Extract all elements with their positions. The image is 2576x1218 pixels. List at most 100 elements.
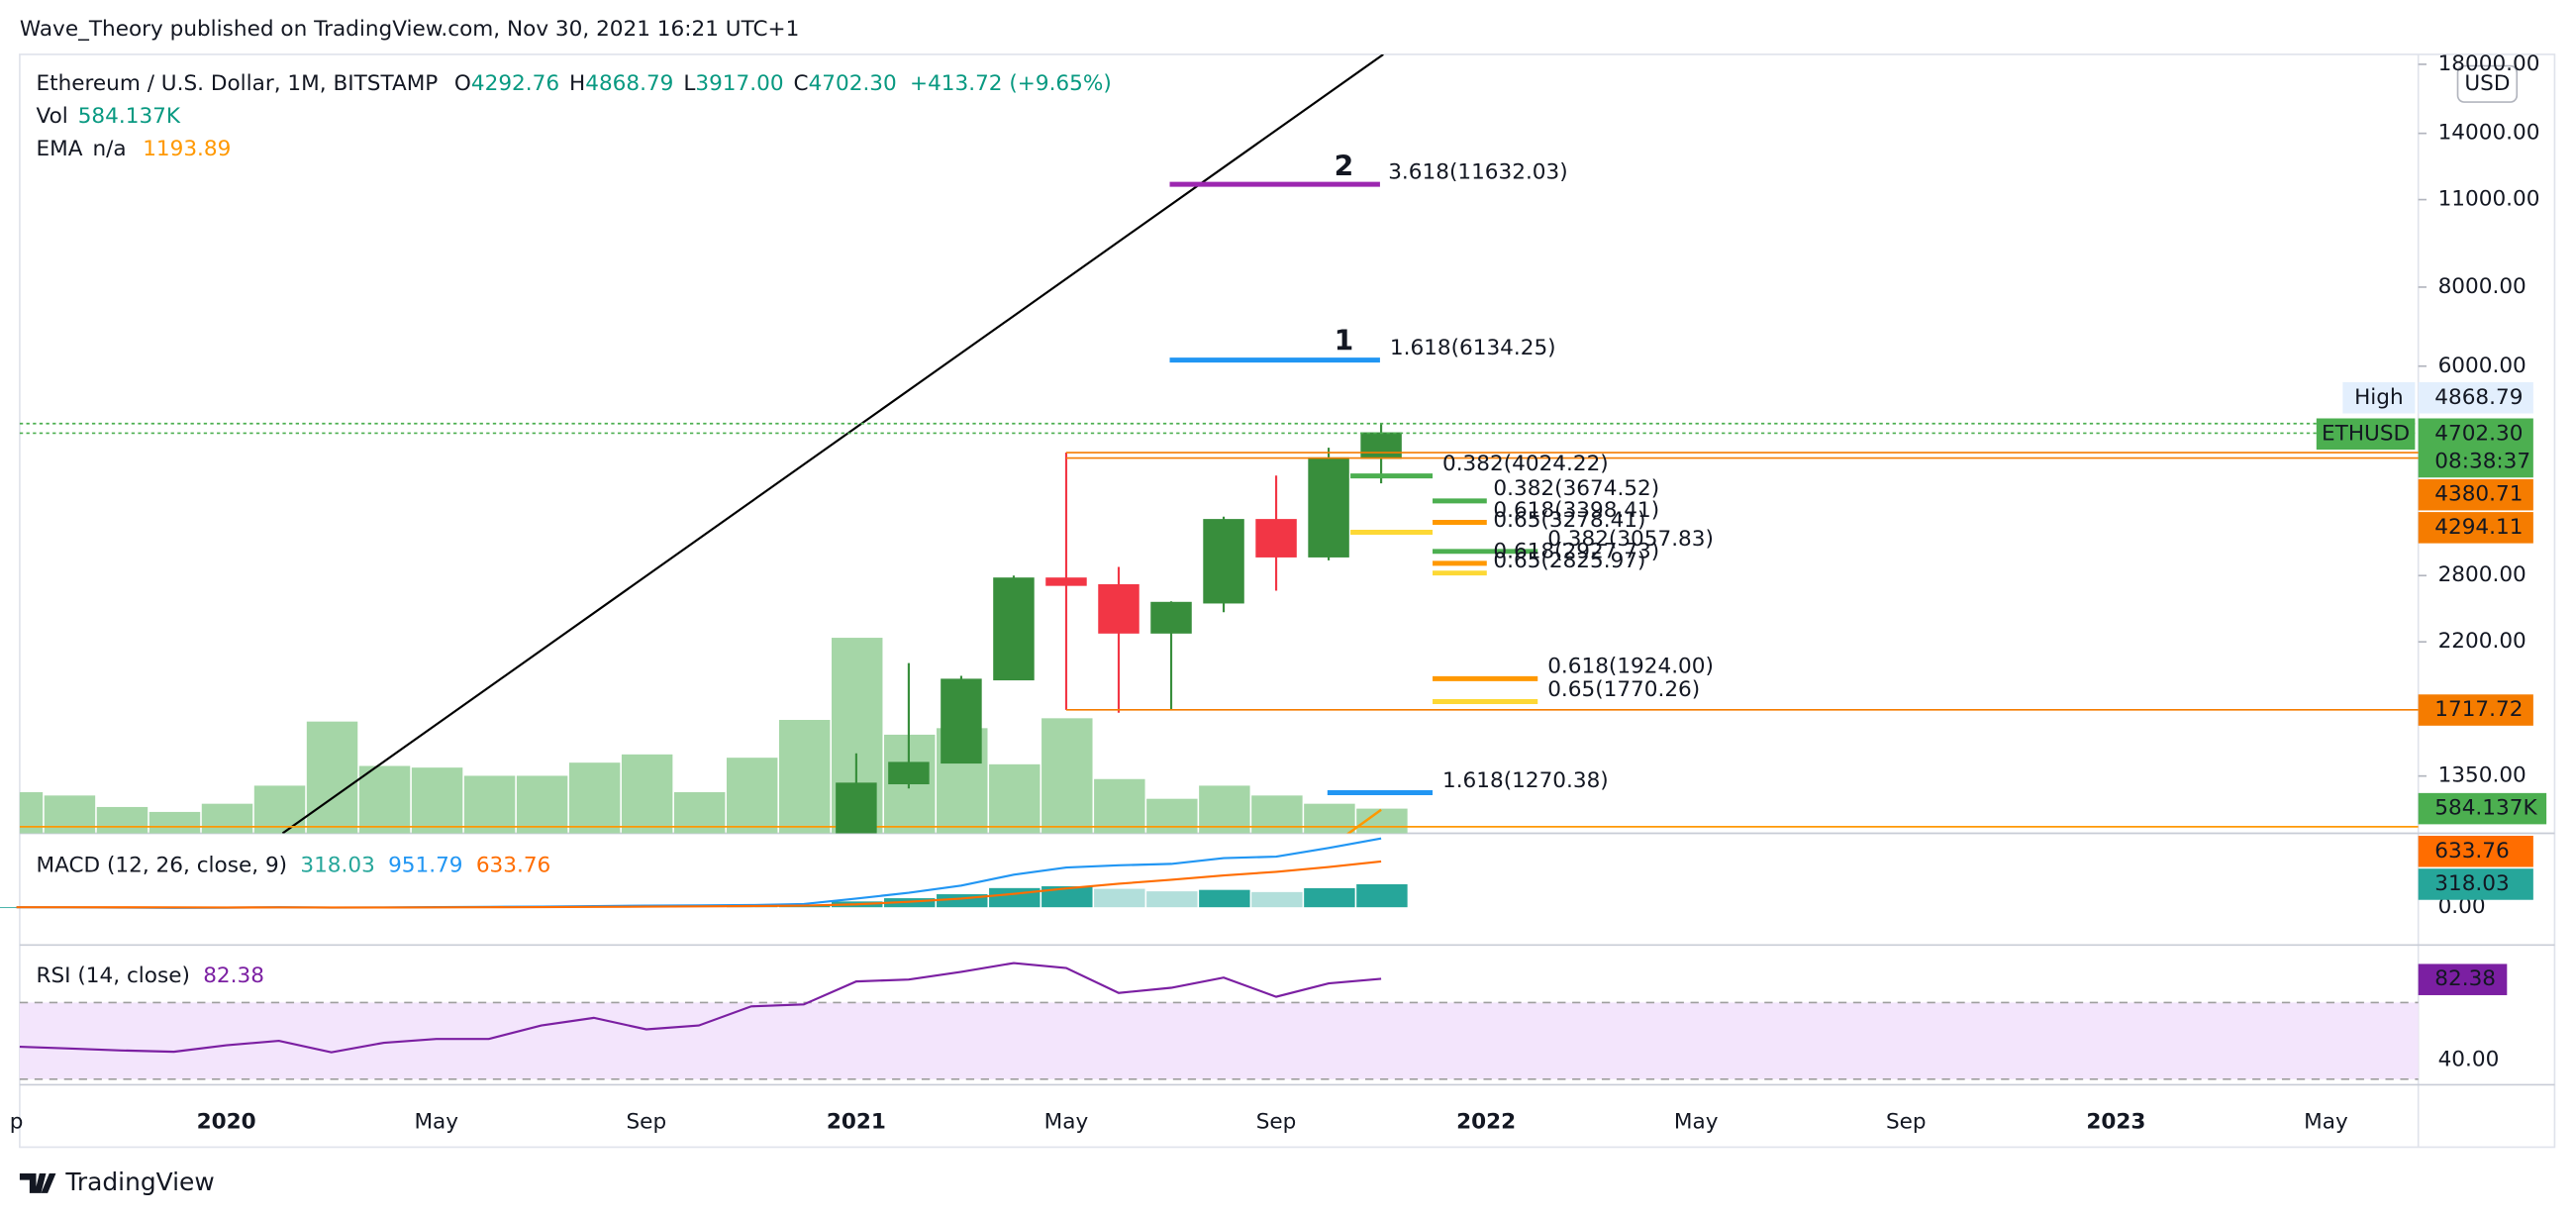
ema-length: n/a: [92, 137, 126, 161]
volume-box-label: 584.137K: [2434, 796, 2537, 821]
volume-bar: [96, 806, 149, 834]
x-tick-label: Sep: [627, 1110, 667, 1135]
macd-value: 318.03: [300, 854, 374, 878]
volume-bar: [1094, 778, 1145, 834]
rsi-title: RSI (14, close): [37, 964, 190, 988]
rsi-line: [19, 962, 1382, 1054]
fib-label: 3.618(11632.03): [1388, 159, 1567, 184]
fib-label: 0.65(3278.41): [1493, 508, 1645, 533]
price-box: [2418, 512, 2533, 544]
price-box: [2418, 381, 2533, 414]
x-tick-label: May: [1674, 1110, 1719, 1135]
volume-bar: [1041, 718, 1093, 834]
fib-label: 0.65(1770.26): [1547, 677, 1700, 702]
y-tick-label: 2200.00: [2438, 629, 2526, 654]
volume-value: 584.137K: [78, 104, 181, 129]
volume-bar: [568, 762, 621, 834]
fib-label: 0.382(3674.52): [1493, 476, 1659, 501]
legend-volume: Vol 584.137K: [37, 104, 181, 129]
x-tick-label: May: [414, 1110, 458, 1135]
volume-bar: [411, 767, 463, 834]
fib-label: 0.618(1924.00): [1547, 655, 1714, 679]
y-tick-label: 6000.00: [2438, 354, 2526, 378]
price-box-label: 4868.79: [2434, 385, 2523, 410]
volume-bar: [44, 795, 96, 834]
fib-label: 0.618(3398.41): [1493, 498, 1659, 523]
macd-histogram: [1094, 888, 1145, 908]
candle-body: [888, 761, 930, 785]
volume-bar: [726, 758, 778, 834]
fib-label: 1.618(1270.38): [1442, 768, 1609, 793]
macd-box: [2418, 868, 2533, 900]
rsi-box-label: 82.38: [2434, 966, 2496, 991]
y-tick-label: 1350.00: [2438, 763, 2526, 788]
currency[interactable]: USD: [2464, 71, 2510, 96]
macd-histogram: [1041, 886, 1093, 908]
volume-bar: [621, 754, 673, 834]
ohlc-key: C: [794, 71, 809, 96]
candle-body: [1045, 577, 1087, 586]
ema-line: [1346, 808, 1382, 834]
volume-bar: [306, 721, 358, 834]
fib-label: 0.382(3057.83): [1547, 527, 1714, 552]
price-name-box: [2342, 381, 2416, 414]
volume-bar: [778, 720, 831, 834]
ohlc-key: H: [569, 71, 585, 96]
signal-line: [16, 860, 1382, 909]
price-box: [2418, 694, 2533, 726]
currency-box[interactable]: [2456, 64, 2519, 103]
legend-main: Ethereum / U.S. Dollar, 1M, BITSTAMP O429…: [37, 71, 1112, 96]
volume-bar: [463, 775, 516, 834]
macd-value: 951.79: [388, 854, 462, 878]
y-tick-label: 11000.00: [2438, 187, 2540, 212]
ema-name: EMA: [37, 137, 83, 161]
price-box-label: 4380.71: [2434, 482, 2523, 507]
wave-label: 2: [1335, 150, 1354, 182]
candle-body: [1308, 457, 1349, 558]
candle-body: [1360, 432, 1402, 459]
volume-bar: [516, 775, 568, 834]
price-box-label: 4294.11: [2434, 515, 2523, 540]
fib-label: 1.618(6134.25): [1390, 336, 1556, 360]
y-tick-label: 40.00: [2438, 1047, 2500, 1071]
symbol-title: Ethereum / U.S. Dollar, 1M, BITSTAMP: [37, 71, 439, 96]
volume-bar: [1146, 798, 1198, 834]
ohlc-key: L: [683, 71, 695, 96]
x-tick-label: Sep: [1886, 1110, 1927, 1135]
price-box-label: 4702.30: [2434, 421, 2523, 446]
y-tick-label: 2800.00: [2438, 562, 2526, 587]
legend-rsi: RSI (14, close) 82.38: [37, 964, 264, 988]
y-tick-label: 14000.00: [2438, 121, 2540, 146]
volume-bar: [253, 785, 306, 834]
logo: TradingView: [19, 1167, 215, 1196]
macd-box-label: 318.03: [2434, 871, 2509, 896]
x-tick-label: p: [10, 1110, 24, 1135]
candle-body: [1150, 601, 1192, 634]
price-box: [2418, 418, 2533, 478]
volume-bar: [201, 803, 253, 834]
wave-label: 1: [1335, 324, 1354, 356]
countdown: 08:38:37: [2434, 449, 2530, 473]
rsi-box: [2418, 964, 2508, 995]
ohlc-key: O: [454, 71, 471, 96]
x-tick-label: 2021: [827, 1110, 886, 1135]
logo-text: TradingView: [64, 1167, 214, 1196]
legend-macd: MACD (12, 26, close, 9) 318.03 951.79 633.7…: [37, 854, 551, 878]
candle-body: [1098, 583, 1139, 634]
macd-title: MACD (12, 26, close, 9): [37, 854, 288, 878]
ohlc-value: 4702.30: [809, 71, 897, 96]
price-name: High: [2354, 385, 2404, 410]
volume-bar: [149, 811, 201, 834]
ohlc-value: 4868.79: [585, 71, 673, 96]
price-name: ETHUSD: [2322, 421, 2410, 446]
y-tick-label: 18000.00: [2438, 51, 2540, 76]
frame: [19, 53, 2556, 1149]
volume-bar: [19, 792, 44, 834]
y-tick-label: 8000.00: [2438, 274, 2526, 299]
macd-histogram: [1146, 891, 1198, 908]
legend-ema: EMA n/a 1193.89: [37, 137, 232, 161]
macd-histogram: [1199, 889, 1250, 908]
candle-body: [1255, 519, 1297, 558]
volume-bar: [1251, 795, 1303, 834]
